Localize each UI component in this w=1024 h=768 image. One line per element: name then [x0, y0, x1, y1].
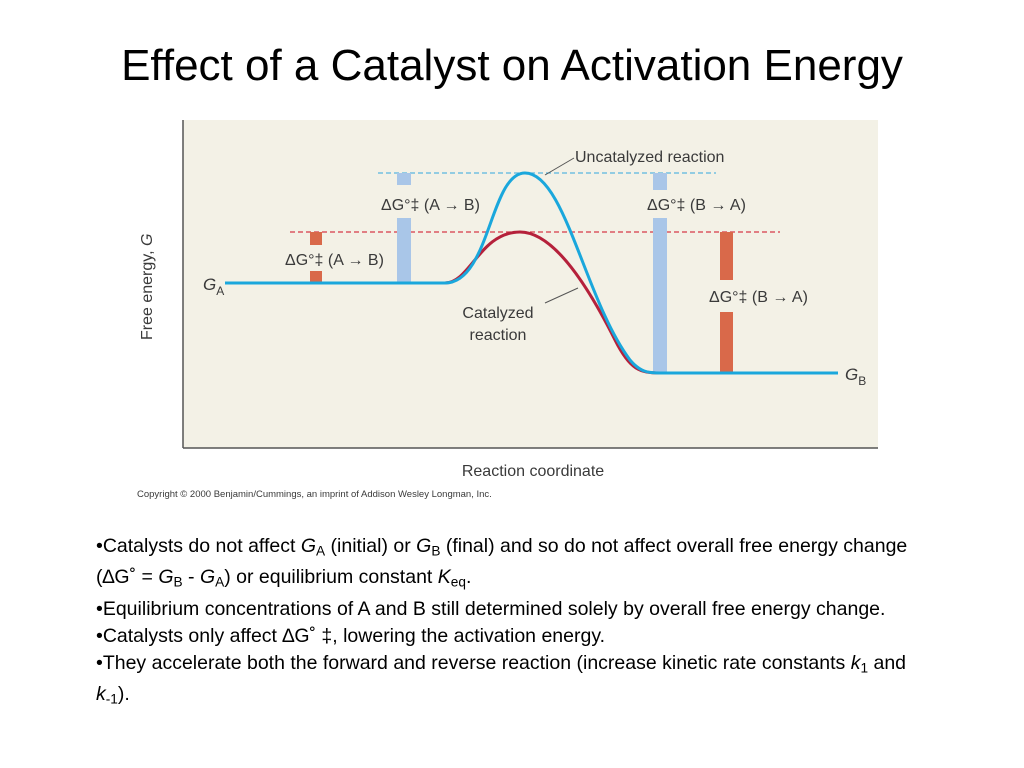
uncatalyzed-reverse-bar-bottom	[653, 218, 667, 373]
copyright-text: Copyright © 2000 Benjamin/Cummings, an i…	[137, 489, 492, 500]
uncatalyzed-reaction-curve	[225, 171, 838, 375]
uncatalyzed-reverse-delta-g-label: ΔG°‡ (B → A)	[647, 197, 746, 214]
catalyzed-leader-line	[544, 287, 579, 304]
catalyzed-reverse-delta-g-label: ΔG°‡ (B → A)	[709, 289, 808, 306]
uncatalyzed-forward-delta-g-label: ΔG°‡ (A → B)	[381, 197, 480, 214]
g-a-label: GA	[203, 275, 224, 298]
bullet-1: •Catalysts do not affect GA (initial) or…	[96, 535, 908, 590]
catalyzed-label-line1: Catalyzed	[462, 305, 533, 322]
uncatalyzed-leader-line	[544, 157, 575, 176]
slide-title: Effect of a Catalyst on Activation Energ…	[121, 41, 903, 90]
catalyzed-forward-delta-g-label: ΔG°‡ (A → B)	[285, 252, 384, 269]
catalyzed-reverse-bar-bottom	[720, 312, 733, 373]
energy-diagram: Free energy, G GA GB ΔG°‡ (A → B) ΔG°‡ (…	[137, 120, 878, 500]
catalyzed-label-line2: reaction	[470, 327, 527, 344]
uncatalyzed-forward-bar-top	[397, 173, 411, 185]
uncatalyzed-reverse-bar-top	[653, 173, 667, 190]
y-axis-label: Free energy, G	[139, 234, 156, 340]
bullet-3: •Catalysts only affect ∆G˚ ‡, lowering t…	[96, 624, 606, 647]
bullet-2: •Equilibrium concentrations of A and B s…	[96, 597, 886, 620]
uncatalyzed-label: Uncatalyzed reaction	[575, 149, 724, 166]
catalyzed-forward-bar-bottom	[310, 271, 322, 283]
x-axis-label: Reaction coordinate	[462, 463, 604, 480]
uncatalyzed-forward-bar-bottom	[397, 218, 411, 283]
bullet-4: •They accelerate both the forward and re…	[96, 651, 907, 707]
catalyzed-forward-bar-top	[310, 232, 322, 245]
bullet-list: •Catalysts do not affect GA (initial) or…	[96, 533, 916, 713]
catalyzed-reverse-bar-top	[720, 232, 733, 280]
g-b-label: GB	[845, 365, 866, 388]
